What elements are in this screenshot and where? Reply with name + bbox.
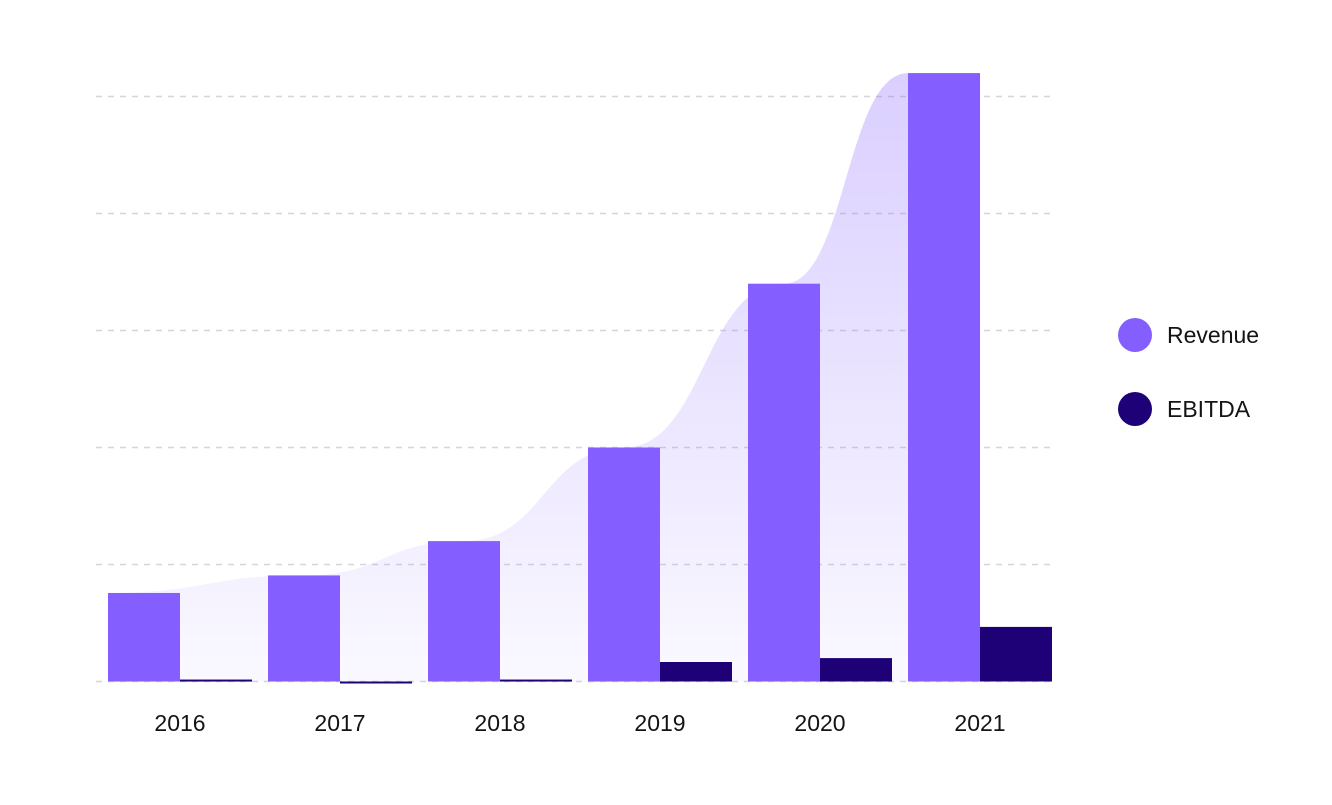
legend: Revenue EBITDA: [1118, 318, 1259, 426]
x-tick-label: 2019: [634, 710, 685, 736]
bar-revenue-2018: [428, 541, 500, 682]
trend-area-shape: [108, 73, 980, 682]
bar-revenue-2019: [588, 447, 660, 682]
bar-revenue-2016: [108, 592, 180, 682]
legend-swatch-ebitda: [1118, 392, 1152, 426]
bar-revenue-2020: [748, 283, 820, 682]
bar-ebitda-2021: [980, 626, 1052, 682]
x-tick-label: 2020: [794, 710, 845, 736]
legend-label-revenue: Revenue: [1167, 322, 1259, 348]
x-tick-label: 2018: [474, 710, 525, 736]
bar-revenue-2021: [908, 73, 980, 682]
x-axis-labels: 2016 2017 2018 2019 2020 2021: [154, 710, 1005, 736]
bar-ebitda-2017: [340, 681, 412, 684]
x-tick-label: 2016: [154, 710, 205, 736]
bar-ebitda-2016: [180, 679, 252, 682]
x-tick-label: 2017: [314, 710, 365, 736]
legend-swatch-revenue: [1118, 318, 1152, 352]
bars: [108, 73, 1052, 684]
legend-label-ebitda: EBITDA: [1167, 396, 1251, 422]
bar-ebitda-2018: [500, 679, 572, 682]
bar-ebitda-2019: [660, 662, 732, 682]
bar-ebitda-2020: [820, 658, 892, 682]
x-tick-label: 2021: [954, 710, 1005, 736]
bar-revenue-2017: [268, 575, 340, 682]
trend-area: [108, 73, 980, 682]
